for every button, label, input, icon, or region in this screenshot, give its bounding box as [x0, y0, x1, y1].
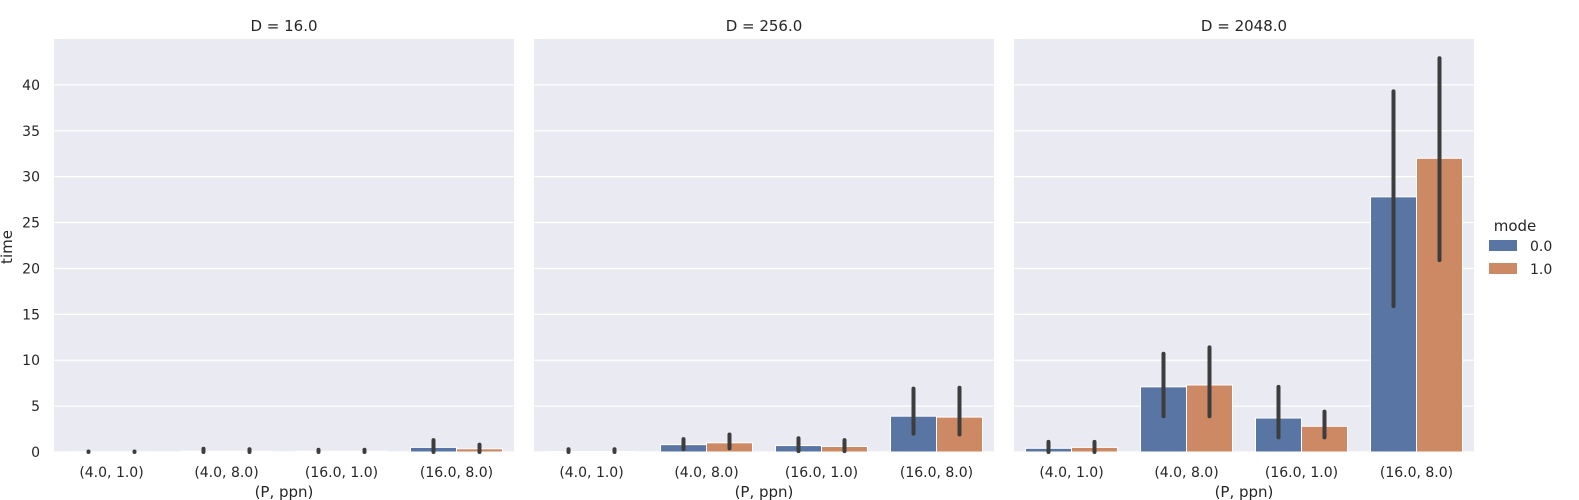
- x-axis-label: (P, ppn): [735, 483, 794, 500]
- x-tick-label: (4.0, 8.0): [674, 465, 738, 481]
- panel-title: D = 2048.0: [1201, 17, 1287, 35]
- panels: D = 16.0 0 5 10 15 20 25 30 35 40 (4.0, 1.0) (4.0, …: [22, 17, 1474, 500]
- legend-swatch: [1489, 240, 1517, 251]
- bar: [1416, 157, 1463, 453]
- panel-title: D = 16.0: [250, 17, 317, 35]
- x-tick-label: (4.0, 1.0): [559, 465, 623, 481]
- legend-label: 0.0: [1530, 239, 1552, 255]
- y-tick-label: 15: [22, 307, 40, 323]
- x-tick-label: (4.0, 1.0): [1039, 465, 1103, 481]
- y-tick-label: 10: [22, 353, 40, 369]
- y-axis-label: time: [0, 230, 16, 264]
- legend-title: mode: [1494, 217, 1537, 235]
- panel-background: [54, 39, 514, 452]
- x-tick-label: (4.0, 8.0): [194, 465, 258, 481]
- legend-label: 1.0: [1530, 262, 1552, 278]
- y-tick-label: 25: [22, 216, 40, 232]
- x-tick-label: (16.0, 1.0): [785, 465, 858, 481]
- y-tick-label: 40: [22, 78, 40, 94]
- x-tick-label: (16.0, 1.0): [1265, 465, 1338, 481]
- x-tick-label: (4.0, 1.0): [79, 465, 143, 481]
- x-tick-label: (4.0, 8.0): [1154, 465, 1218, 481]
- panel-background: [534, 39, 994, 452]
- y-tick-label: 30: [22, 170, 40, 186]
- panel-2: D = 256.0 (4.0, 1.0) (4.0, 8.0) (16.0, 1.0)…: [534, 17, 994, 500]
- y-tick-label: 5: [31, 399, 40, 415]
- panel-1: D = 16.0 0 5 10 15 20 25 30 35 40 (4.0, 1.0) (4.0, …: [22, 17, 514, 500]
- x-axis-label: (P, ppn): [1215, 483, 1274, 500]
- panel-3: D = 2048.0 (4.0, 1.0) (4.0, 8.0) (16.0, 1.0…: [1014, 17, 1474, 500]
- x-tick-label: (16.0, 8.0): [1380, 465, 1453, 481]
- y-tick-label: 20: [22, 261, 40, 277]
- legend: mode 0.0 1.0: [1489, 217, 1552, 278]
- x-axis-label: (P, ppn): [255, 483, 314, 500]
- x-tick-label: (16.0, 8.0): [420, 465, 493, 481]
- legend-swatch: [1489, 263, 1517, 274]
- y-tick-label: 0: [31, 445, 40, 461]
- y-tick-label: 35: [22, 124, 40, 140]
- panel-title: D = 256.0: [726, 17, 803, 35]
- x-tick-label: (16.0, 1.0): [305, 465, 378, 481]
- x-tick-label: (16.0, 8.0): [900, 465, 973, 481]
